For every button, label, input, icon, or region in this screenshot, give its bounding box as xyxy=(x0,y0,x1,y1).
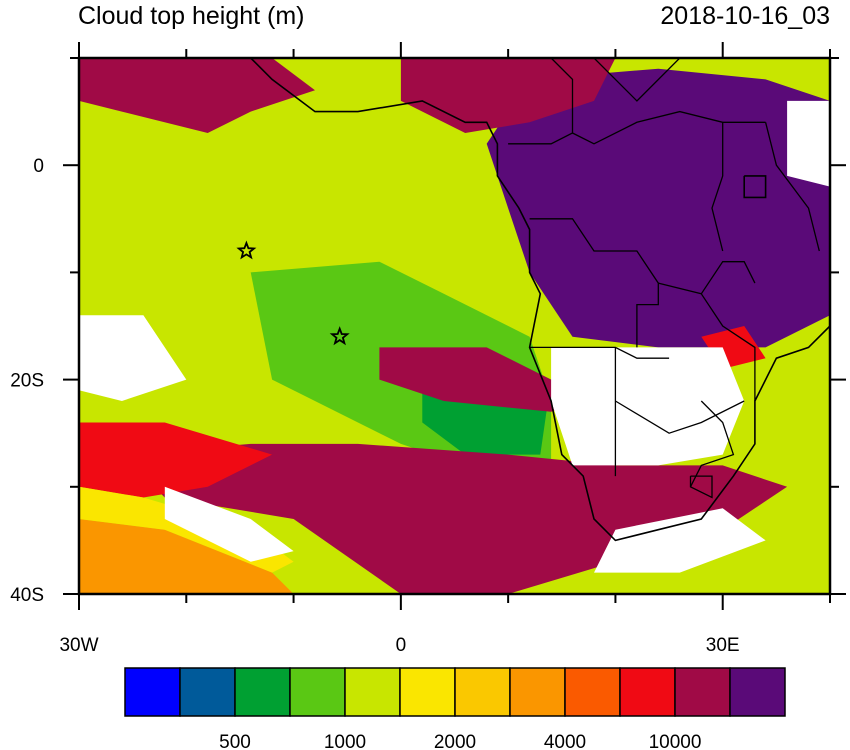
country-lesotho xyxy=(689,475,713,499)
colorbar-swatch xyxy=(564,667,621,717)
colorbar-swatch xyxy=(124,667,181,717)
country-border-9 xyxy=(508,58,574,145)
colorbar-swatch xyxy=(619,667,676,717)
map-title: Cloud top height (m) xyxy=(78,2,305,30)
y-tick-label: 40S xyxy=(10,585,44,606)
cloud-region-lowlevel-ocean xyxy=(79,58,509,423)
country-border-12 xyxy=(689,400,735,488)
colorbar-swatch xyxy=(344,667,401,717)
country-border-5 xyxy=(658,261,756,295)
cloud-regions xyxy=(79,58,830,594)
colorbar-label: 10000 xyxy=(649,732,702,750)
cloud-region-red-front xyxy=(79,422,273,498)
cloud-region-clear-south-atlantic-1 xyxy=(79,315,187,401)
colorbar-label: 500 xyxy=(219,732,251,750)
x-tick-label: 30W xyxy=(59,635,98,656)
cloud-region-clear-south-atlantic-2 xyxy=(164,486,294,562)
colorbar-swatch xyxy=(674,667,731,717)
country-border-3 xyxy=(615,400,745,434)
cloud-region-orange-front xyxy=(79,519,294,594)
cloud-region-high-cloud-gulf xyxy=(400,58,616,133)
colorbar-swatch xyxy=(399,667,456,717)
colorbar-label: 2000 xyxy=(434,732,476,750)
colorbar-swatch xyxy=(179,667,236,717)
cloud-region-high-cloud-north xyxy=(79,58,315,133)
star-marker-2 xyxy=(329,326,350,346)
x-tick-label: 0 xyxy=(396,635,407,656)
cloud-region-clear-east-coast xyxy=(594,508,766,573)
star-marker-1 xyxy=(236,240,257,260)
colorbar-swatch xyxy=(234,667,291,717)
colorbar-swatch xyxy=(454,667,511,717)
y-tick-label: 20S xyxy=(10,371,44,392)
country-border-6 xyxy=(700,293,756,401)
country-border-4 xyxy=(529,218,659,348)
axis-ticks: 30W 0 30E 0 20S 40S xyxy=(10,42,846,656)
colorbar-label: 1000 xyxy=(324,732,366,750)
y-tick-label: 0 xyxy=(33,156,44,177)
colorbar-swatch xyxy=(509,667,566,717)
timestamp-label: 2018-10-16_03 xyxy=(660,2,830,30)
country-border-8 xyxy=(711,122,724,252)
x-tick-label: 30E xyxy=(706,635,740,656)
country-border-1 xyxy=(529,346,670,359)
colorbar-swatch xyxy=(289,667,346,717)
map-outlines xyxy=(250,58,830,542)
colorbar: 500 1000 2000 4000 10000 xyxy=(124,667,786,750)
cloud-region-clear-south-africa xyxy=(551,347,745,466)
country-border-7 xyxy=(572,110,766,145)
colorbar-label: 4000 xyxy=(544,732,586,750)
marker-stars xyxy=(236,240,350,346)
country-border-11 xyxy=(764,122,820,252)
colorbar-swatch xyxy=(729,667,786,717)
map-frame xyxy=(77,56,832,596)
cloud-region-clear-horn xyxy=(787,100,830,187)
coastline-lake-victoria xyxy=(743,175,767,199)
country-border-10 xyxy=(593,58,681,102)
cloud-region-convection-africa xyxy=(486,68,830,348)
